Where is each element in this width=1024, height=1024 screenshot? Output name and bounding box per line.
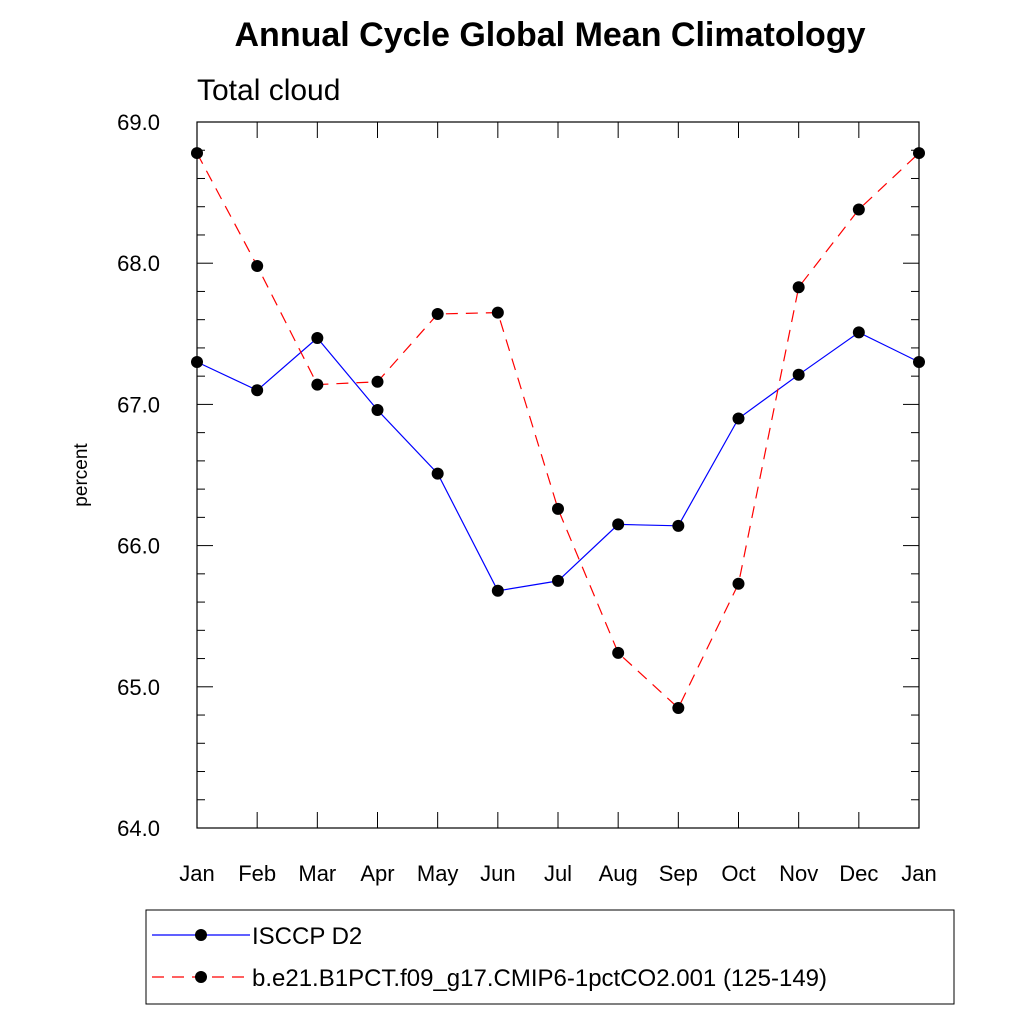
chart-subtitle: Total cloud xyxy=(197,74,340,107)
legend-marker-isccp xyxy=(195,929,207,941)
series-1-point xyxy=(672,701,685,714)
series-0-point xyxy=(612,518,625,531)
x-tick-label: Mar xyxy=(298,861,336,886)
x-tick-label: Oct xyxy=(721,861,755,886)
series-1-point xyxy=(732,577,745,590)
series-1-point xyxy=(552,502,564,515)
legend-box xyxy=(145,909,955,1005)
y-tick-label: 69.0 xyxy=(117,110,160,135)
x-tick-label: Jan xyxy=(901,861,936,886)
series-0-point xyxy=(913,356,925,369)
x-tick-label: Dec xyxy=(839,861,878,886)
series-1-point xyxy=(491,306,504,319)
series-0-point xyxy=(672,519,685,532)
y-tick-label: 64.0 xyxy=(117,816,160,841)
series-1-point xyxy=(311,378,324,391)
y-axis-label: percent xyxy=(71,443,92,507)
y-tick-label: 65.0 xyxy=(117,675,160,700)
series-0-point xyxy=(251,384,264,397)
series-0-point xyxy=(371,404,384,417)
series-1-point xyxy=(371,375,384,388)
x-tick-label: Apr xyxy=(360,861,394,886)
y-tick-label: 67.0 xyxy=(117,392,160,417)
series-0-point xyxy=(792,368,805,381)
series-1-point xyxy=(251,260,264,273)
series-0-point xyxy=(311,332,324,345)
legend-label-model: b.e21.B1PCT.f09_g17.CMIP6-1pctCO2.001 (1… xyxy=(252,965,827,992)
x-tick-label: May xyxy=(417,861,459,886)
series-0-point xyxy=(491,584,504,597)
legend: ISCCP D2 b.e21.B1PCT.f09_g17.CMIP6-1pctC… xyxy=(145,909,955,1005)
series-line-1 xyxy=(196,152,920,709)
x-tick-label: Jul xyxy=(544,861,572,886)
y-tick-label: 68.0 xyxy=(117,251,160,276)
series-1-point xyxy=(431,308,444,321)
chart-title: Annual Cycle Global Mean Climatology xyxy=(235,16,866,54)
series-1-point xyxy=(792,281,805,294)
legend-marker-model xyxy=(195,971,207,983)
y-tick-labels: 64.0 65.0 66.0 67.0 68.0 69.0 xyxy=(117,110,160,841)
y-tick-label: 66.0 xyxy=(117,534,160,559)
series-1-point xyxy=(612,646,625,659)
series-0-point xyxy=(852,326,865,339)
x-tick-label: Sep xyxy=(659,861,698,886)
x-tick-label: Nov xyxy=(779,861,818,886)
x-tick-label: Jun xyxy=(480,861,515,886)
series-1-point xyxy=(191,147,203,160)
series-0-point xyxy=(431,467,444,480)
legend-label-isccp: ISCCP D2 xyxy=(252,923,362,950)
series-1-point xyxy=(852,203,865,216)
series-1-point xyxy=(913,147,925,160)
x-tick-label: Feb xyxy=(238,861,276,886)
axis-ticks xyxy=(196,121,920,829)
x-tick-label: Jan xyxy=(179,861,214,886)
series-line-0 xyxy=(196,331,920,592)
plot-frame xyxy=(196,121,920,829)
series-layer xyxy=(191,147,925,714)
x-tick-labels: Jan Feb Mar Apr May Jun Jul Aug Sep Oct Nov Dec Jan xyxy=(179,861,936,886)
series-0-point xyxy=(732,412,745,425)
x-tick-label: Aug xyxy=(599,861,638,886)
series-0-point xyxy=(191,356,203,369)
series-0-point xyxy=(552,574,564,587)
